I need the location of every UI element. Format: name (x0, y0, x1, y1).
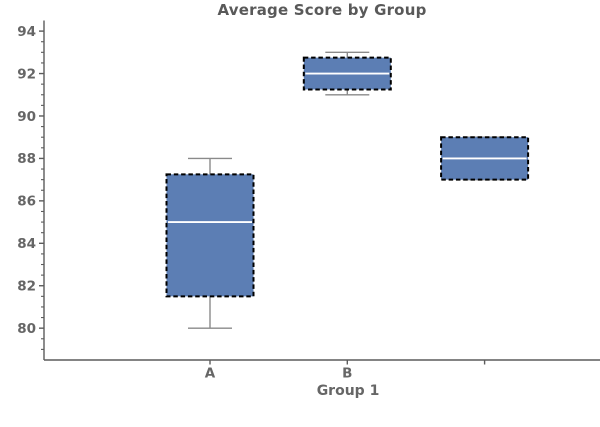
y-tick-label: 94 (17, 24, 36, 40)
x-tick-label: B (342, 366, 352, 382)
y-tick-label: 82 (17, 279, 36, 295)
y-tick-label: 84 (17, 236, 36, 252)
y-tick-label: 90 (17, 109, 36, 125)
chart-title: Average Score by Group (217, 1, 427, 19)
x-tick-label: A (205, 366, 216, 382)
y-tick-label: 80 (17, 321, 36, 337)
box (165, 173, 255, 298)
y-tick-label: 92 (17, 66, 36, 82)
y-tick-label: 86 (17, 194, 36, 210)
y-tick-label: 88 (17, 151, 36, 167)
x-axis-label: Group 1 (316, 383, 380, 399)
